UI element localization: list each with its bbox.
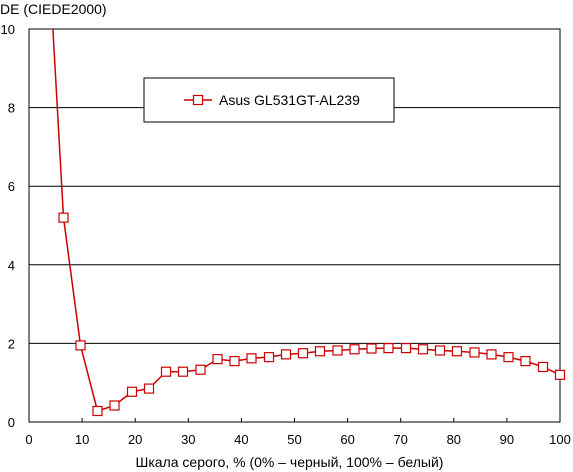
x-tick-label: 0	[25, 432, 32, 447]
y-tick-label: 6	[8, 179, 15, 194]
y-tick-label: 10	[1, 22, 15, 37]
data-point	[297, 348, 309, 359]
data-point	[537, 361, 549, 373]
x-tick-label: 80	[447, 432, 461, 447]
data-point	[58, 212, 69, 223]
data-point	[263, 352, 275, 363]
data-point	[177, 366, 189, 377]
data-point	[212, 354, 223, 365]
data-point	[520, 355, 531, 367]
y-axis-label: DE (CIEDE2000)	[0, 1, 107, 17]
y-tick-label: 4	[8, 258, 15, 273]
x-axis-label: Шкала серого, % (0% – черный, 100% – бел…	[136, 454, 444, 470]
data-point	[246, 353, 257, 364]
data-point	[280, 349, 292, 360]
data-point	[126, 386, 138, 397]
x-tick-label: 50	[287, 432, 301, 447]
data-point	[92, 405, 103, 417]
data-point	[383, 343, 394, 354]
x-tick-label: 60	[340, 432, 354, 447]
data-point	[143, 383, 155, 394]
x-tick-label: 70	[393, 432, 407, 447]
x-tick-label: 20	[128, 432, 142, 447]
legend-marker	[192, 94, 204, 106]
data-point	[366, 343, 377, 354]
data-point	[160, 366, 172, 377]
data-point	[349, 344, 360, 355]
data-point	[195, 364, 206, 375]
data-point	[486, 349, 497, 360]
x-tick-label: 90	[500, 432, 514, 447]
data-point	[451, 346, 463, 357]
data-point	[75, 340, 86, 351]
y-tick-label: 2	[8, 336, 15, 351]
data-point	[434, 345, 446, 356]
data-point	[554, 369, 566, 380]
series-layer	[52, 28, 566, 417]
data-point	[314, 346, 326, 357]
legend-label: Asus GL531GT-AL239	[219, 92, 360, 108]
x-tick-label: 40	[234, 432, 248, 447]
data-point	[229, 355, 240, 367]
x-tick-label: 100	[549, 432, 571, 447]
data-point	[400, 343, 412, 354]
data-point	[469, 347, 480, 358]
data-point	[332, 345, 343, 356]
y-tick-label: 8	[8, 101, 15, 116]
data-point	[503, 352, 514, 363]
x-tick-label: 30	[181, 432, 195, 447]
grid	[29, 107, 560, 344]
data-point	[109, 400, 120, 411]
data-point	[417, 344, 429, 355]
legend: Asus GL531GT-AL239	[143, 77, 395, 123]
x-tick-label: 10	[75, 432, 89, 447]
y-tick-label: 0	[8, 415, 15, 430]
